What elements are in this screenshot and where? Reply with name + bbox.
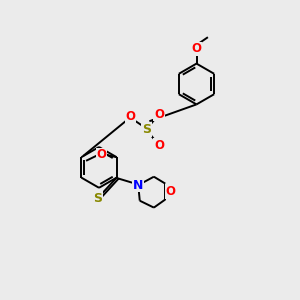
Text: O: O	[126, 110, 136, 124]
Text: S: S	[93, 191, 102, 205]
Text: O: O	[154, 139, 164, 152]
Text: O: O	[97, 148, 107, 161]
Text: O: O	[154, 107, 164, 121]
Text: N: N	[133, 178, 143, 192]
Text: O: O	[166, 185, 176, 198]
Text: O: O	[191, 42, 202, 55]
Text: S: S	[142, 123, 151, 136]
